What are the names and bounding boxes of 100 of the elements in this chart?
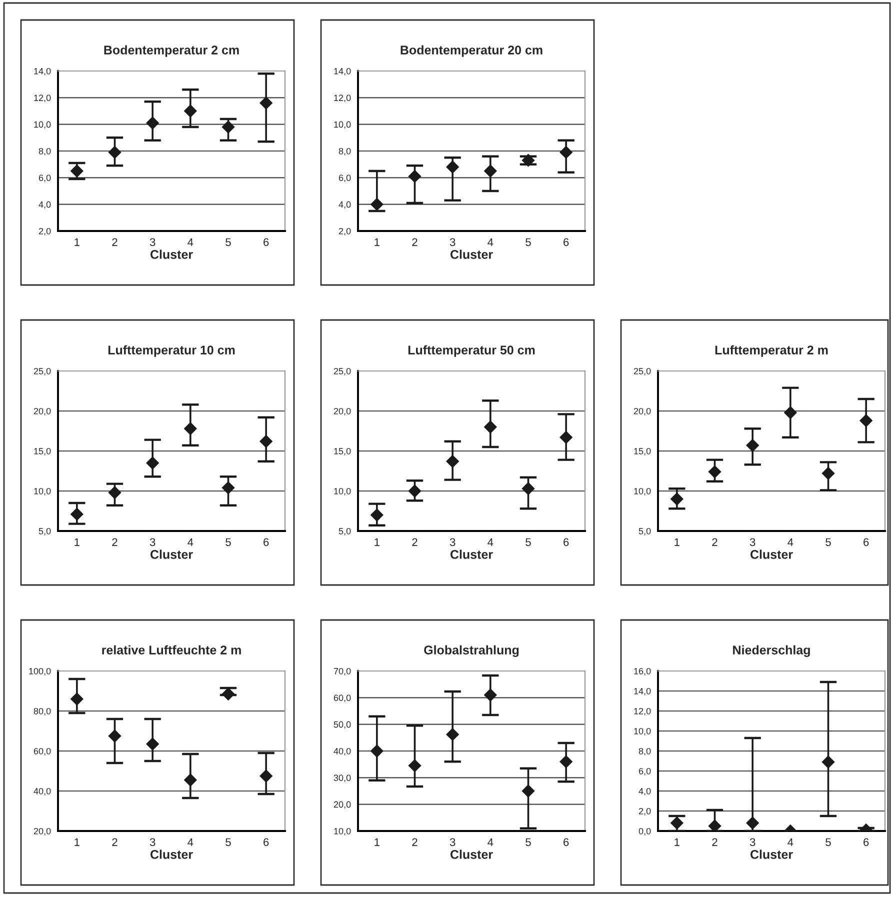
point bbox=[222, 687, 235, 701]
point bbox=[484, 164, 498, 178]
chart-title: Niederschlag bbox=[733, 645, 810, 657]
x-tick-label: 5 bbox=[226, 238, 231, 246]
y-tick-label: 80,0 bbox=[34, 708, 51, 716]
point bbox=[784, 406, 798, 420]
x-tick-label: 2 bbox=[112, 838, 118, 846]
point bbox=[370, 508, 384, 522]
y-tick-label: 6,0 bbox=[638, 768, 651, 776]
x-tick-label: 1 bbox=[374, 538, 380, 546]
x-tick-label: 6 bbox=[264, 838, 269, 846]
point bbox=[184, 422, 198, 436]
point bbox=[70, 508, 84, 521]
point bbox=[446, 160, 460, 174]
y-tick-label: 15,0 bbox=[334, 448, 351, 456]
point bbox=[822, 466, 835, 480]
point bbox=[108, 729, 122, 743]
point bbox=[559, 430, 573, 444]
chart-title: relative Luftfeuchte 2 m bbox=[102, 645, 241, 654]
x-axis-title: Cluster bbox=[450, 550, 493, 559]
point bbox=[146, 116, 160, 130]
x-tick-label: 5 bbox=[826, 538, 831, 546]
point bbox=[108, 486, 122, 500]
x-tick-label: 4 bbox=[488, 538, 494, 546]
point bbox=[370, 744, 384, 758]
x-tick-label: 1 bbox=[74, 838, 80, 846]
point bbox=[408, 484, 422, 498]
point bbox=[408, 170, 422, 183]
y-tick-label: 25,0 bbox=[634, 368, 651, 376]
x-axis-title: Cluster bbox=[150, 550, 193, 559]
y-tick-label: 5,0 bbox=[638, 528, 651, 536]
point bbox=[484, 420, 498, 434]
point bbox=[222, 120, 235, 134]
point bbox=[408, 759, 422, 772]
y-tick-label: 2,0 bbox=[638, 808, 651, 816]
x-tick-label: 5 bbox=[226, 538, 231, 546]
point bbox=[184, 773, 198, 787]
x-tick-label: 2 bbox=[412, 838, 418, 846]
x-axis-title: Cluster bbox=[750, 550, 793, 559]
x-tick-label: 1 bbox=[674, 538, 680, 546]
point bbox=[746, 438, 760, 452]
y-tick-label: 14,0 bbox=[34, 68, 51, 76]
point bbox=[822, 755, 835, 769]
x-tick-label: 1 bbox=[674, 838, 680, 846]
point bbox=[670, 816, 684, 830]
y-tick-label: 70,0 bbox=[334, 668, 351, 676]
y-tick-label: 2,0 bbox=[38, 228, 51, 236]
x-tick-label: 5 bbox=[526, 238, 531, 246]
y-tick-label: 4,0 bbox=[38, 201, 51, 209]
x-tick-label: 3 bbox=[750, 538, 756, 546]
point bbox=[70, 692, 84, 706]
chart-title: Lufttemperatur 50 cm bbox=[408, 345, 535, 357]
y-tick-label: 20,0 bbox=[34, 828, 51, 836]
point bbox=[259, 96, 273, 110]
y-tick-label: 12,0 bbox=[634, 708, 651, 716]
x-tick-label: 6 bbox=[264, 538, 269, 546]
y-tick-label: 10,0 bbox=[334, 828, 351, 836]
y-tick-label: 20,0 bbox=[34, 408, 51, 416]
y-tick-label: 4,0 bbox=[638, 788, 651, 796]
x-axis-title: Cluster bbox=[150, 250, 193, 259]
point bbox=[259, 769, 273, 783]
x-axis-title: Cluster bbox=[750, 850, 793, 859]
y-tick-label: 60,0 bbox=[334, 694, 351, 702]
x-tick-label: 3 bbox=[450, 238, 456, 246]
x-tick-label: 2 bbox=[112, 238, 118, 246]
y-tick-label: 5,0 bbox=[38, 528, 51, 536]
y-tick-label: 2,0 bbox=[338, 228, 351, 236]
x-axis-title: Cluster bbox=[450, 250, 493, 259]
x-tick-label: 2 bbox=[412, 238, 418, 246]
y-tick-label: 25,0 bbox=[334, 368, 351, 376]
point bbox=[446, 454, 460, 468]
point bbox=[670, 492, 684, 506]
x-tick-label: 1 bbox=[74, 538, 80, 546]
chart-title: Lufttemperatur 10 cm bbox=[108, 345, 235, 357]
point bbox=[484, 688, 498, 702]
x-tick-label: 3 bbox=[450, 538, 456, 546]
y-tick-label: 8,0 bbox=[38, 148, 51, 156]
y-tick-label: 20,0 bbox=[334, 801, 351, 809]
x-tick-label: 3 bbox=[450, 838, 456, 846]
x-tick-label: 3 bbox=[150, 838, 156, 846]
x-tick-label: 2 bbox=[412, 538, 418, 546]
point bbox=[259, 434, 273, 448]
y-tick-label: 0,0 bbox=[638, 828, 651, 836]
x-tick-label: 6 bbox=[864, 838, 869, 846]
x-tick-label: 5 bbox=[826, 838, 831, 846]
x-tick-label: 1 bbox=[374, 238, 380, 246]
point bbox=[708, 819, 722, 831]
chart-title: Bodentemperatur 20 cm bbox=[400, 45, 542, 57]
y-tick-label: 8,0 bbox=[638, 748, 651, 756]
y-tick-label: 12,0 bbox=[334, 94, 351, 102]
y-tick-label: 20,0 bbox=[634, 408, 651, 416]
y-tick-label: 10,0 bbox=[634, 728, 651, 736]
y-tick-label: 4,0 bbox=[338, 201, 351, 209]
y-tick-label: 15,0 bbox=[34, 448, 51, 456]
point bbox=[522, 784, 535, 798]
x-tick-label: 5 bbox=[526, 838, 531, 846]
x-tick-label: 4 bbox=[488, 838, 494, 846]
x-tick-label: 2 bbox=[712, 838, 718, 846]
chart-title: Bodentemperatur 2 cm bbox=[104, 45, 239, 57]
point bbox=[559, 755, 573, 768]
